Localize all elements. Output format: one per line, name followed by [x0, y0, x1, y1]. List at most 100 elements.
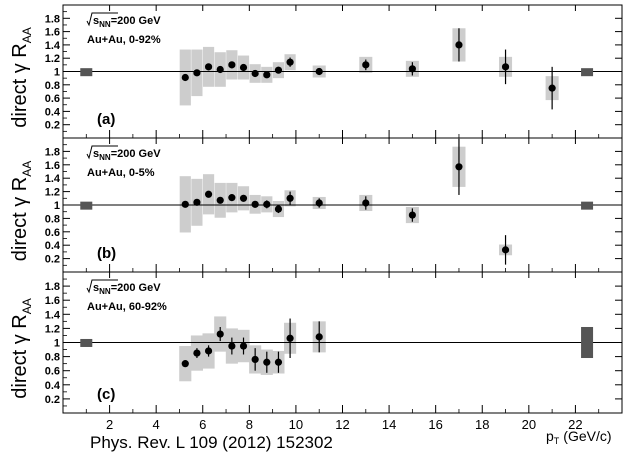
- normalization-box-left: [80, 201, 93, 210]
- data-point: [193, 349, 201, 357]
- data-point: [181, 360, 189, 368]
- energy-value: =200 GeV: [111, 282, 162, 294]
- sqrt-symbol: [86, 145, 118, 160]
- energy-label: sNN=200 GeV: [93, 148, 161, 162]
- data-point: [228, 61, 236, 69]
- y-tick-label: 0.8: [45, 80, 60, 92]
- data-point: [251, 355, 259, 364]
- y-tick-label: 1.8: [45, 13, 60, 25]
- energy-sub: NN: [99, 20, 111, 29]
- data-point: [274, 205, 283, 213]
- x-tick-label: 22: [568, 417, 582, 432]
- data-point: [455, 163, 463, 171]
- data-point: [274, 66, 283, 74]
- x-tick-label: 20: [522, 417, 536, 432]
- data-point: [204, 190, 213, 198]
- y-tick-label: 1.4: [45, 173, 61, 185]
- data-point: [501, 63, 510, 71]
- normalization-box-right: [581, 201, 594, 210]
- normalization-box-left: [80, 68, 93, 77]
- energy-s: s: [93, 15, 99, 27]
- data-point: [263, 358, 271, 366]
- y-tick-label: 0.4: [45, 240, 61, 252]
- data-point: [251, 200, 259, 208]
- collision-system: Au+Au, 0-5%: [87, 167, 155, 179]
- x-tick-label: 12: [335, 417, 349, 432]
- panel-legend: sNN=200 GeV Au+Au, 0-5%: [86, 145, 161, 179]
- data-point: [362, 61, 370, 69]
- normalization-box-right: [581, 68, 594, 77]
- y-tick-label: 0.6: [45, 366, 60, 378]
- data-point: [181, 200, 189, 208]
- data-point: [501, 246, 510, 254]
- x-axis-label-unit: (GeV/c): [563, 428, 611, 444]
- panel-c: 0.2 0.4 0.6 0.8 1 1.2 1.4 1.6 1.8 direct γ RAA sNN…: [9, 271, 623, 414]
- data-point: [193, 198, 201, 206]
- y-tick-label: 1: [54, 200, 60, 212]
- energy-value: =200 GeV: [111, 15, 162, 27]
- y-tick-label: 0.4: [45, 380, 61, 392]
- collision-system: Au+Au, 0-92%: [87, 34, 161, 46]
- data-point: [362, 199, 370, 207]
- panel-label: (a): [97, 111, 115, 128]
- energy-sub: NN: [99, 153, 111, 162]
- y-axis-label: direct γ RAA: [9, 27, 34, 127]
- y-tick-label: 0.8: [45, 213, 60, 225]
- x-axis-label: pT (GeV/c): [546, 428, 612, 446]
- sqrt-symbol: [86, 279, 118, 294]
- collision-system: Au+Au, 60-92%: [87, 301, 167, 313]
- data-point: [239, 194, 248, 202]
- panel-legend: sNN=200 GeV Au+Au, 60-92%: [86, 279, 167, 313]
- y-axis-label-main: direct γ R: [9, 177, 31, 261]
- data-point: [548, 84, 556, 92]
- data-point: [315, 199, 323, 207]
- x-tick-label: 18: [475, 417, 489, 432]
- data-point: [181, 73, 189, 82]
- data-point: [204, 63, 213, 71]
- x-tick-label: 4: [153, 417, 160, 432]
- panel-a: 0.2 0.40.60.81 1.21.41.6 1.8 direct γ RAA sNN…: [9, 4, 623, 139]
- energy-label: sNN=200 GeV: [93, 15, 161, 29]
- data-point: [315, 333, 323, 341]
- y-tick-label: 0.2: [45, 120, 60, 132]
- x-axis-label-main: p: [546, 428, 554, 444]
- y-tick-label: 0.2: [45, 254, 60, 266]
- data-point: [216, 65, 224, 74]
- panel-b: 0.2 0.40.6 0.811.2 1.41.6 1.8 direct γ RAA sNN…: [9, 137, 623, 273]
- y-tick-label: 0.4: [45, 106, 61, 118]
- normalization-box-left: [80, 338, 93, 347]
- y-tick-label: 0.6: [45, 93, 60, 105]
- x-tick-label: 8: [246, 417, 253, 432]
- data-point: [193, 69, 201, 77]
- y-axis-label-sub: AA: [20, 161, 34, 177]
- data-point: [263, 200, 271, 208]
- x-tick-label: 2: [106, 417, 113, 432]
- data-point: [286, 334, 294, 342]
- y-tick-label: 1.8: [45, 146, 60, 158]
- energy-label: sNN=200 GeV: [93, 282, 161, 296]
- data-point: [455, 41, 463, 49]
- citation-text: Phys. Rev. L 109 (2012) 152302: [90, 433, 333, 452]
- data-point: [286, 194, 294, 202]
- x-tick-label: 10: [289, 417, 303, 432]
- data-point: [315, 67, 323, 76]
- normalization-box-right: [581, 326, 594, 359]
- y-tick-label: 1.2: [45, 53, 60, 65]
- y-axis-label: direct γ RAA: [9, 161, 34, 261]
- y-tick-label: 1.2: [45, 187, 60, 199]
- y-tick-label: 1: [54, 338, 60, 350]
- y-tick-label: 1.4: [45, 40, 61, 52]
- y-tick-label: 1.8: [45, 281, 60, 293]
- panel-legend: sNN=200 GeV Au+Au, 0-92%: [86, 12, 161, 46]
- data-point: [239, 63, 248, 72]
- energy-s: s: [93, 282, 99, 294]
- x-tick-label: 6: [199, 417, 206, 432]
- x-tick-label: 16: [428, 417, 442, 432]
- data-point: [216, 196, 224, 204]
- panel-label: (c): [97, 386, 115, 403]
- y-tick-label: 0.2: [45, 394, 60, 406]
- y-tick-label: 1.6: [45, 27, 60, 39]
